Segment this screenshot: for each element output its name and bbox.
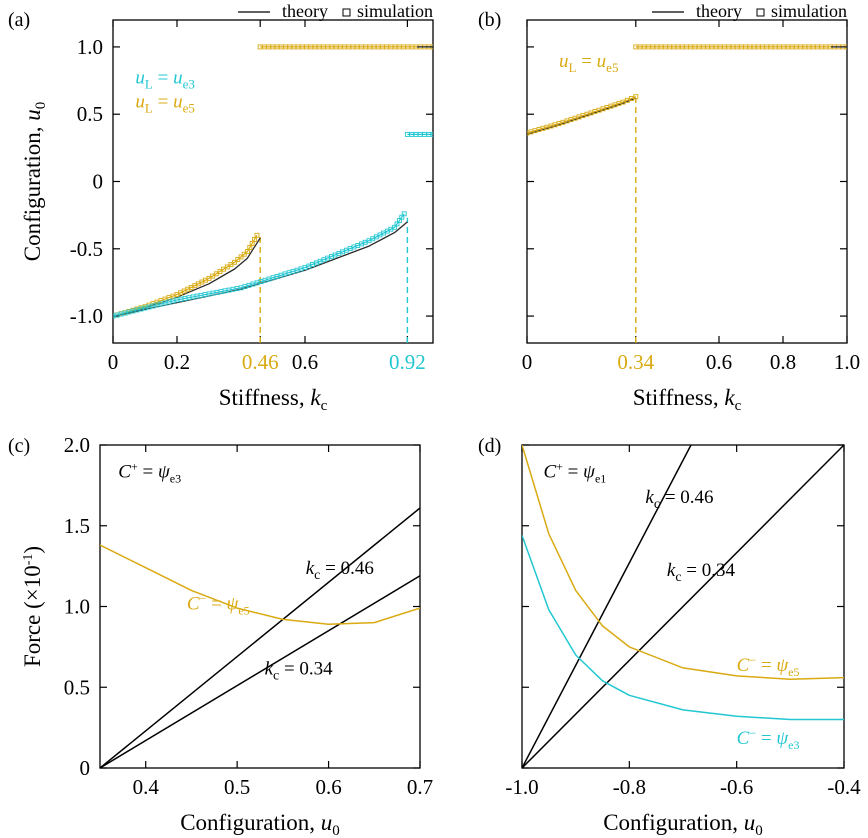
- x-tick-label-a-1: 0.2: [164, 350, 190, 374]
- simulation-marker-a-3-76: [401, 211, 407, 217]
- panel-c: (c) 0.4 0.5 0.6 0.7 2.0 1.5 1.0 0.5 0 Configuratio…: [8, 433, 433, 838]
- legend-theory-label-a: theory: [282, 1, 328, 21]
- legend-a: simulation theory: [238, 1, 433, 21]
- simulation-marker-a-1-34: [238, 254, 244, 260]
- legend-simulation-marker-a: [342, 8, 351, 17]
- x-tick-label-d-0: -1.0: [505, 775, 538, 799]
- panel-d: (d) -1.0 -0.8 -0.6 -0.4 Configuration, u0 C+ =…: [478, 435, 861, 838]
- annotation-d-1: kc = 0.46: [645, 487, 713, 512]
- panel-label-c: (c): [8, 435, 30, 457]
- simulation-marker-a-6-6: [430, 131, 433, 137]
- simulation-marker-a-1-40: [254, 232, 260, 238]
- x-tick-label-b-3: 0.8: [770, 350, 796, 374]
- y-axis-title-c: Force (×10-1): [20, 546, 45, 667]
- x-tick-label-d-1: -0.8: [613, 775, 646, 799]
- y-tick-label-c-2: 1.0: [64, 595, 90, 619]
- legend-simulation-marker-b: [756, 8, 765, 17]
- x-tick-label-b-1: 0.34: [617, 350, 654, 374]
- annotation-d-2: kc = 0.34: [667, 560, 736, 585]
- simulation-marker-a-1-32: [232, 259, 238, 265]
- annotation-c-0: C+ = ψe3: [118, 459, 181, 485]
- y-tick-label-a-0: 1.0: [77, 35, 103, 59]
- x-axis-title-c: Configuration, u0: [180, 810, 340, 838]
- legend-simulation-label-b: simulation: [771, 1, 847, 21]
- legend-b: simulation theory: [652, 1, 847, 21]
- x-tick-label-c-2: 0.6: [315, 775, 341, 799]
- theory-line-a-2: [113, 221, 408, 317]
- x-axis-title-d: Configuration, u0: [603, 810, 763, 838]
- x-tick-label-b-0: 0: [522, 350, 533, 374]
- legend-simulation-label-a: simulation: [357, 1, 433, 21]
- x-tick-label-a-2: 0.46: [242, 350, 279, 374]
- y-tick-label-a-1: 0.5: [77, 102, 103, 126]
- simulation-line-a-1: [113, 234, 258, 317]
- x-axis-title-a: Stiffness, kc: [219, 385, 328, 414]
- y-tick-label-c-1: 1.5: [64, 514, 90, 538]
- force-line-d-2: [522, 445, 844, 680]
- panel-label-b: (b): [478, 9, 501, 31]
- x-tick-label-a-3: 0.6: [292, 350, 318, 374]
- annotation-d-4: C− = ψe3: [737, 726, 800, 752]
- x-tick-label-c-0: 0.4: [133, 775, 160, 799]
- x-axis-title-b: Stiffness, kc: [633, 385, 742, 414]
- annotation-c-1: kc = 0.46: [306, 558, 374, 583]
- panel-b: (b) 0 0.34 0.6 0.8 1.0 Stiffness, kc uL = ue5 si…: [478, 1, 860, 414]
- plot-area-b: [527, 44, 847, 343]
- simulation-marker-b-1-27: [633, 94, 639, 100]
- annotation-d-0: C+ = ψe1: [543, 459, 606, 485]
- y-tick-label-c-0: 2.0: [64, 433, 90, 457]
- force-line-d-0: [522, 445, 692, 768]
- annotation-b-0: uL = ue5: [559, 51, 618, 75]
- panel-label-a: (a): [8, 9, 30, 31]
- simulation-line-a-3: [113, 213, 405, 317]
- x-tick-label-a-4: 0.92: [389, 350, 426, 374]
- force-line-c-0: [100, 507, 420, 768]
- annotation-a-0: uL = ue3: [135, 67, 194, 91]
- force-line-c-1: [100, 575, 420, 768]
- annotation-c-3: kc = 0.34: [265, 658, 334, 683]
- force-line-d-1: [522, 445, 844, 768]
- annotation-a-1: uL = ue5: [135, 91, 194, 115]
- plot-area-a: [113, 44, 433, 343]
- y-tick-label-c-4: 0: [80, 756, 91, 780]
- x-tick-label-d-3: -0.4: [827, 775, 861, 799]
- y-tick-label-a-2: 0: [93, 170, 104, 194]
- annotation-c-2: C− = ψe5: [187, 592, 250, 618]
- x-tick-label-b-4: 1.0: [834, 350, 860, 374]
- x-tick-label-b-2: 0.6: [706, 350, 732, 374]
- force-line-d-3: [522, 535, 844, 721]
- y-tick-label-c-3: 0.5: [64, 675, 90, 699]
- x-tick-label-c-3: 0.7: [407, 775, 433, 799]
- theory-line-b-0: [527, 97, 637, 136]
- legend-theory-label-b: theory: [696, 1, 742, 21]
- panel-label-d: (d): [478, 435, 501, 457]
- force-line-c-2: [100, 544, 420, 626]
- simulation-marker-a-1-35: [241, 251, 247, 257]
- panel-a: (a) 0 0.2 0.46 0.6 0.92 1.0 0.5 0 -0.5 -1.0 Stiffne…: [8, 1, 434, 414]
- simulation-marker-a-1-33: [235, 257, 241, 263]
- x-tick-label-d-2: -0.6: [720, 775, 753, 799]
- y-axis-title-a: Configuration, u0: [20, 102, 49, 262]
- plot-area-c: [100, 507, 420, 768]
- annotation-d-3: C− = ψe5: [737, 653, 800, 679]
- plot-area-d: [522, 445, 844, 768]
- y-tick-label-a-4: -1.0: [70, 304, 103, 328]
- simulation-line-b-1: [527, 96, 637, 134]
- x-tick-label-c-1: 0.5: [224, 775, 250, 799]
- y-tick-label-a-3: -0.5: [70, 237, 103, 261]
- x-tick-label-a-0: 0: [108, 350, 119, 374]
